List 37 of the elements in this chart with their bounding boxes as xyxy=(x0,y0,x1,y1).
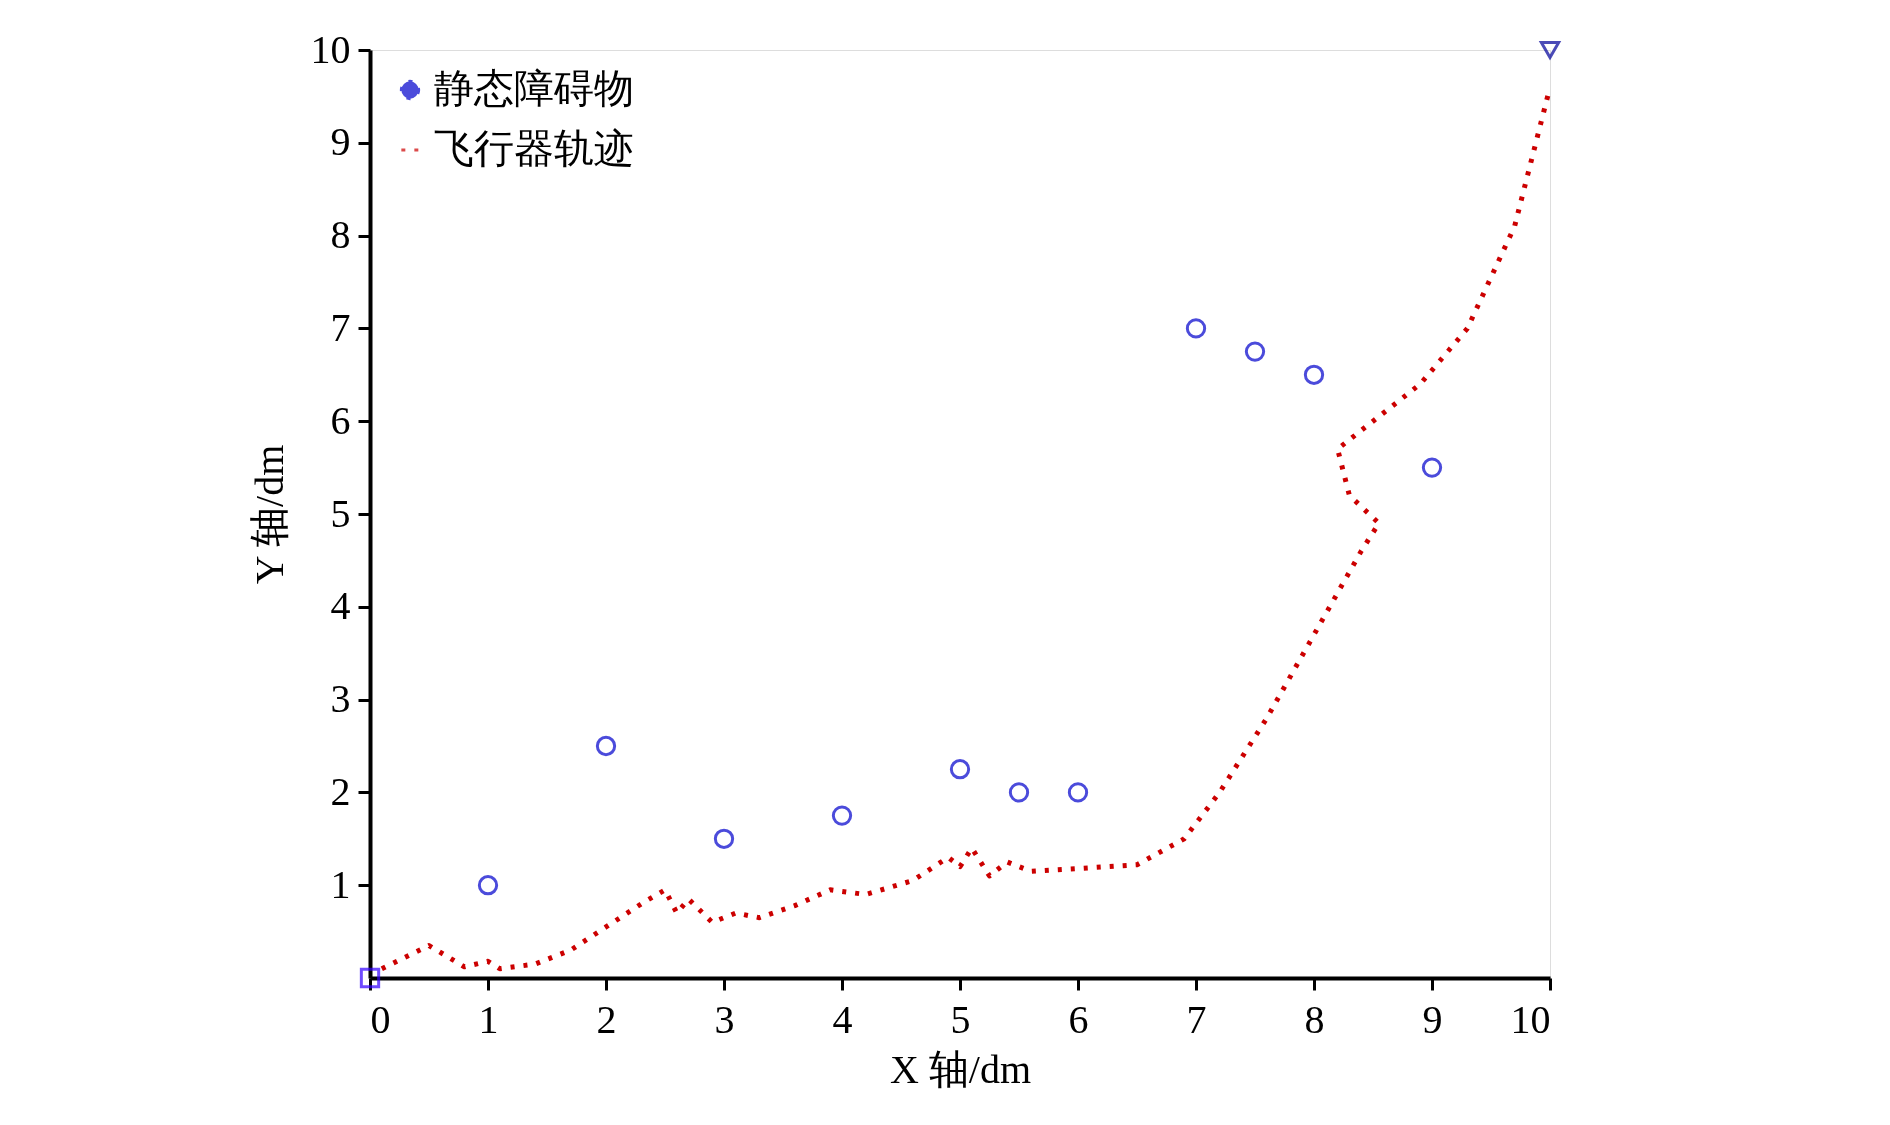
x-tick-label: 3 xyxy=(714,996,735,1042)
point xyxy=(1303,364,1325,385)
x-tick-label: 1 xyxy=(478,996,499,1042)
x-tick-label: 8 xyxy=(1304,996,1325,1042)
legend-label: 静态障碍物 xyxy=(434,66,634,111)
y-tick-label: 2 xyxy=(330,768,351,814)
y-tick-label: 1 xyxy=(330,861,351,907)
x-tick-label: 9 xyxy=(1422,996,1443,1042)
x-tick-label: 0 xyxy=(370,996,391,1042)
x-tick-label: 10 xyxy=(1510,996,1551,1042)
y-tick-label: 8 xyxy=(330,212,351,258)
point xyxy=(595,735,617,757)
x-tick-label: 5 xyxy=(950,996,971,1042)
y-tick-label: 5 xyxy=(330,490,351,536)
point xyxy=(1008,782,1030,803)
y-tick-label: 10 xyxy=(310,26,351,72)
point xyxy=(1185,318,1207,339)
point xyxy=(1421,457,1443,478)
point xyxy=(831,805,853,826)
y-tick-label: 9 xyxy=(330,119,351,165)
point xyxy=(713,828,735,849)
point xyxy=(1539,41,1561,59)
x-axis-title: X 轴/dm xyxy=(889,1046,1032,1092)
y-axis-title: Y 轴/dm xyxy=(246,444,292,585)
legend-label: 飞行器轨迹 xyxy=(434,126,634,171)
x-tick-label: 2 xyxy=(596,996,617,1042)
y-tick-label: 3 xyxy=(330,676,351,722)
x-tick-label: 4 xyxy=(832,996,853,1042)
y-tick-label: 6 xyxy=(330,397,351,443)
point xyxy=(949,759,971,780)
point xyxy=(477,875,499,896)
x-tick-label: 6 xyxy=(1068,996,1089,1042)
point xyxy=(1244,341,1266,362)
x-tick-label: 7 xyxy=(1186,996,1207,1042)
point xyxy=(1067,782,1089,803)
y-tick-label: 7 xyxy=(330,304,351,350)
y-tick-label: 4 xyxy=(330,583,351,629)
